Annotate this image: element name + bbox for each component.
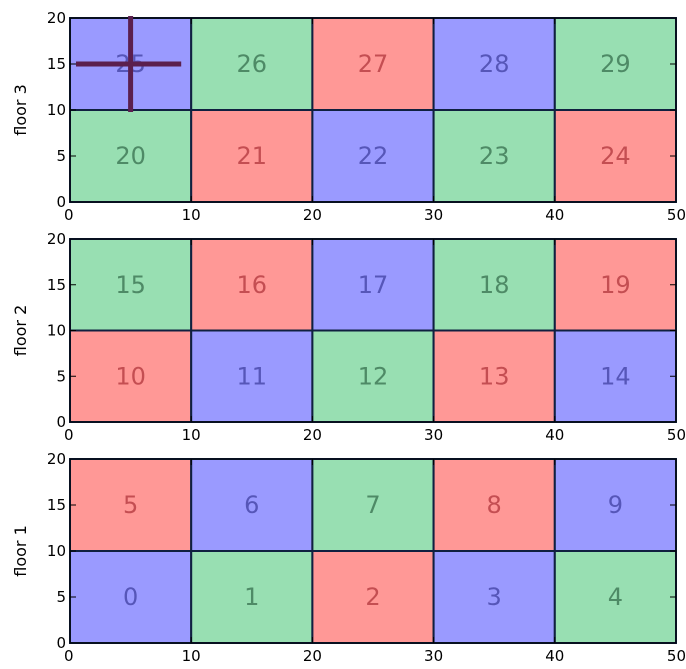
x-tick-label: 20 <box>303 647 322 665</box>
room-label: 12 <box>358 362 389 390</box>
room-label: 22 <box>358 142 389 170</box>
room-label: 16 <box>237 271 268 299</box>
room-label: 21 <box>237 142 268 170</box>
room-label: 8 <box>487 491 502 519</box>
x-tick-label: 40 <box>545 206 564 224</box>
room-label: 1 <box>244 583 259 611</box>
y-tick-label: 5 <box>56 588 66 606</box>
room-label: 26 <box>237 50 268 78</box>
x-tick-label: 20 <box>303 426 322 444</box>
x-tick-label: 40 <box>545 426 564 444</box>
y-tick-label: 10 <box>47 542 66 560</box>
room-label: 4 <box>608 583 623 611</box>
room-cell <box>190 329 314 423</box>
x-tick-label: 30 <box>424 426 443 444</box>
room-cell <box>432 550 556 644</box>
room-cell <box>190 238 314 332</box>
floor-panel-3: 0 1 2 3 4 5 6 7 8 9 0 10 20 30 40 50 0 5 10 15 20 floor 1 <box>11 450 686 665</box>
room-cell <box>311 238 435 332</box>
y-tick-label: 10 <box>47 322 66 340</box>
room-label: 7 <box>365 491 380 519</box>
room-label: 19 <box>600 271 631 299</box>
y-axis-label: floor 3 <box>11 84 30 136</box>
room-cell <box>553 238 677 332</box>
room-label: 24 <box>600 142 631 170</box>
room-label: 6 <box>244 491 259 519</box>
y-tick-label: 20 <box>47 230 66 248</box>
room-label: 9 <box>608 491 623 519</box>
room-label: 23 <box>479 142 510 170</box>
room-cell <box>190 109 314 203</box>
y-axis-label: floor 1 <box>11 525 30 577</box>
y-tick-label: 10 <box>47 101 66 119</box>
y-tick-label: 0 <box>56 413 66 431</box>
x-tick-label: 50 <box>667 647 686 665</box>
room-label: 5 <box>123 491 138 519</box>
y-tick-label: 20 <box>47 9 66 27</box>
y-tick-label: 0 <box>56 634 66 652</box>
y-tick-label: 15 <box>47 496 66 514</box>
y-tick-label: 15 <box>47 276 66 294</box>
x-tick-label: 10 <box>182 206 201 224</box>
room-cell <box>432 238 556 332</box>
room-label: 14 <box>600 362 631 390</box>
x-tick-label: 0 <box>64 206 74 224</box>
room-label: 27 <box>358 50 389 78</box>
x-tick-label: 0 <box>64 647 74 665</box>
x-tick-label: 30 <box>424 647 443 665</box>
room-label: 28 <box>479 50 510 78</box>
y-tick-label: 5 <box>56 367 66 385</box>
x-tick-label: 10 <box>182 426 201 444</box>
room-label: 29 <box>600 50 631 78</box>
x-tick-label: 10 <box>182 647 201 665</box>
y-tick-label: 20 <box>47 450 66 468</box>
room-label: 20 <box>115 142 146 170</box>
room-cell <box>553 458 677 552</box>
floor-panel-1: 202122232425262728290102030405005101520f… <box>11 9 686 224</box>
room-cell <box>432 17 556 111</box>
x-tick-label: 20 <box>303 206 322 224</box>
room-cell <box>69 329 193 423</box>
room-cell <box>311 17 435 111</box>
room-label: 10 <box>115 362 146 390</box>
x-tick-label: 50 <box>667 206 686 224</box>
y-tick-label: 5 <box>56 147 66 165</box>
y-tick-label: 0 <box>56 193 66 211</box>
room-label: 3 <box>487 583 502 611</box>
room-cell <box>69 238 193 332</box>
room-label: 2 <box>365 583 380 611</box>
room-label: 18 <box>479 271 510 299</box>
room-label: 17 <box>358 271 389 299</box>
x-tick-label: 0 <box>64 426 74 444</box>
room-cell <box>311 550 435 644</box>
floor-panel-2: 10 11 12 13 14 15 16 17 18 19 0 10 20 30 40 50 0 5 10 15 20 f… <box>11 230 686 444</box>
room-cell <box>69 109 193 203</box>
x-tick-label: 40 <box>545 647 564 665</box>
x-tick-label: 30 <box>424 206 443 224</box>
room-label: 0 <box>123 583 138 611</box>
y-tick-label: 15 <box>47 55 66 73</box>
room-label: 15 <box>115 271 146 299</box>
y-axis-label: floor 2 <box>11 305 30 357</box>
room-label: 13 <box>479 362 510 390</box>
x-tick-label: 50 <box>667 426 686 444</box>
room-label: 11 <box>237 362 268 390</box>
room-cell <box>190 458 314 552</box>
